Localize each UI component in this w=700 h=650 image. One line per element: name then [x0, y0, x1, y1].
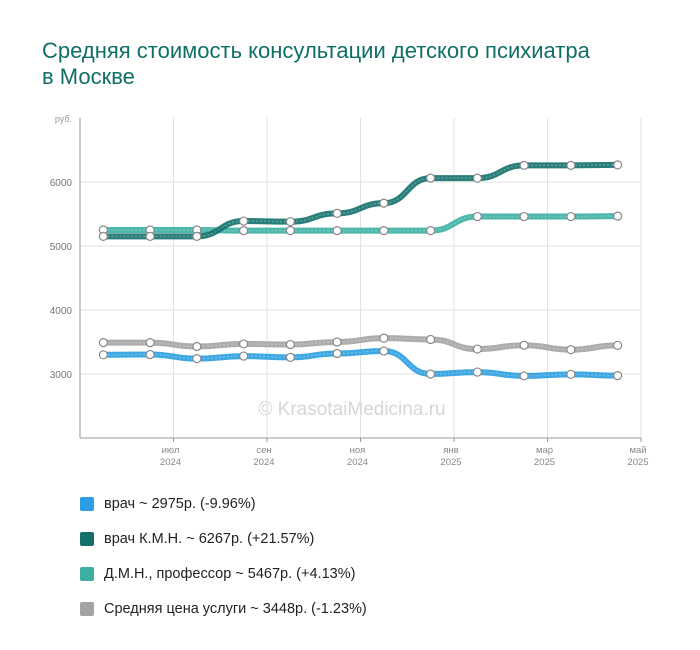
legend-swatch: [80, 496, 94, 511]
data-point: [145, 338, 155, 348]
data-point: [519, 211, 529, 222]
data-point: [519, 371, 529, 381]
data-point: [472, 367, 482, 377]
data-point: [192, 231, 202, 241]
legend-item: Средняя цена услуги ~ 3448р. (-1.23%): [80, 591, 367, 626]
data-point: [379, 346, 389, 356]
x-tick-label-month: сен: [256, 445, 271, 456]
data-point: [98, 231, 108, 241]
y-tick-label: 6000: [50, 178, 73, 189]
data-point: [566, 345, 576, 355]
data-point: [332, 337, 342, 347]
data-point: [192, 354, 202, 364]
data-point: [145, 349, 155, 360]
data-point: [98, 338, 108, 348]
series-1: [98, 160, 623, 241]
legend-label: врач ~ 2975р. (-9.96%): [104, 495, 256, 512]
data-point: [472, 344, 482, 354]
y-tick-label: 5000: [50, 242, 73, 253]
data-point: [239, 216, 249, 226]
y-tick-label: 4000: [50, 306, 73, 317]
data-point: [613, 340, 623, 350]
y-axis-unit: руб.: [55, 114, 72, 124]
data-point: [613, 371, 623, 381]
data-point: [426, 173, 436, 183]
series-line-texture: [103, 215, 618, 232]
x-tick-label-month: мар: [536, 445, 553, 456]
x-tick-label-year: 2025: [440, 457, 461, 468]
legend-label: врач К.М.Н. ~ 6267р. (+21.57%): [104, 530, 315, 547]
data-point: [613, 160, 623, 170]
data-point: [426, 226, 436, 236]
data-point: [192, 341, 202, 352]
x-tick-label-year: 2025: [534, 457, 555, 468]
data-point: [239, 226, 249, 236]
data-point: [472, 211, 482, 222]
legend-swatch: [80, 601, 94, 616]
x-tick-label-year: 2024: [253, 457, 274, 468]
data-point: [379, 198, 389, 208]
data-point: [239, 351, 249, 361]
legend-label: Д.М.Н., профессор ~ 5467р. (+4.13%): [104, 565, 356, 582]
legend: врач ~ 2975р. (-9.96%) врач К.М.Н. ~ 6267…: [80, 486, 367, 626]
data-point: [98, 350, 108, 360]
data-point: [285, 226, 295, 236]
data-point: [285, 352, 295, 362]
legend-item: Д.М.Н., профессор ~ 5467р. (+4.13%): [80, 556, 367, 591]
series-3: [98, 333, 623, 355]
legend-item: врач К.М.Н. ~ 6267р. (+21.57%): [80, 521, 367, 556]
chart-title: Средняя стоимость консультации детского …: [42, 38, 590, 89]
data-point: [613, 211, 623, 221]
data-point: [519, 160, 529, 170]
x-tick-label-year: 2025: [627, 457, 648, 468]
x-tick-label-month: июл: [162, 445, 180, 456]
series-line: [100, 335, 621, 353]
series-0: [98, 346, 623, 381]
data-point: [332, 208, 342, 218]
legend-swatch: [80, 566, 94, 581]
x-tick-label-month: ноя: [350, 445, 366, 456]
data-point: [566, 369, 576, 379]
x-tick-label-month: янв: [443, 445, 458, 456]
data-point: [379, 226, 389, 236]
legend-label: Средняя цена услуги ~ 3448р. (-1.23%): [104, 600, 367, 617]
legend-swatch: [80, 531, 94, 546]
y-tick-label: 3000: [50, 370, 73, 381]
data-point: [426, 334, 436, 345]
data-point: [379, 333, 389, 343]
data-point: [145, 231, 155, 241]
x-tick-label-month: май: [629, 445, 646, 456]
x-tick-label-year: 2024: [160, 457, 181, 468]
series-line-texture: [103, 337, 618, 351]
data-point: [519, 340, 529, 350]
data-point: [239, 339, 249, 349]
data-point: [332, 226, 342, 236]
data-point: [566, 160, 576, 170]
legend-item: врач ~ 2975р. (-9.96%): [80, 486, 367, 521]
series-line: [100, 213, 621, 234]
data-point: [472, 173, 482, 183]
data-point: [566, 211, 576, 222]
data-point: [426, 369, 436, 379]
data-point: [332, 348, 342, 359]
data-point: [285, 217, 295, 227]
data-point: [285, 339, 295, 350]
series-2: [98, 211, 623, 236]
x-tick-label-year: 2024: [347, 457, 368, 468]
watermark: © KrasotaiMedicina.ru: [258, 399, 445, 420]
